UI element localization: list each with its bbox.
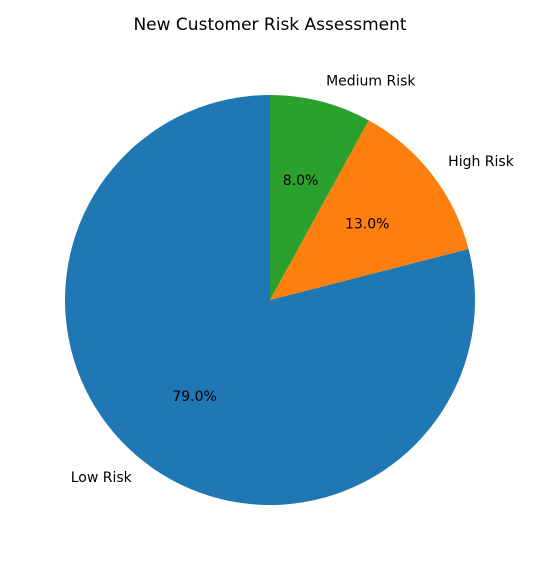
chart-title: New Customer Risk Assessment	[133, 15, 406, 35]
slice-label: Medium Risk	[326, 74, 416, 90]
value-label: 13.0%	[345, 217, 389, 233]
value-label: 8.0%	[283, 173, 319, 189]
pie-slice	[64, 95, 475, 505]
value-label: 79.0%	[172, 389, 216, 405]
pie-slice	[270, 120, 469, 300]
pie-slice	[270, 95, 369, 300]
slice-label: Low Risk	[71, 470, 133, 486]
slice-label: High Risk	[448, 154, 515, 170]
